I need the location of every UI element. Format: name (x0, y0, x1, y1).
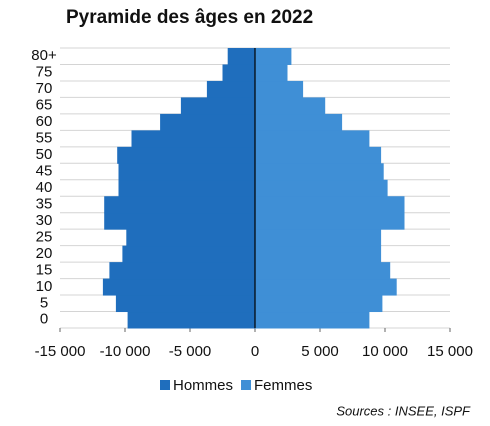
legend-swatch (241, 380, 252, 390)
chart-title: Pyramide des âges en 2022 (66, 7, 313, 28)
y-tick-label: 5 (40, 294, 48, 311)
bar (109, 262, 256, 280)
bar (122, 245, 256, 263)
bar (255, 163, 384, 181)
bar (104, 212, 255, 230)
x-tick-label: -5 000 (169, 343, 212, 360)
bar (180, 97, 255, 115)
bar (255, 262, 391, 280)
bar (117, 146, 255, 164)
bar (255, 245, 382, 263)
y-tick-label: 20 (36, 245, 53, 262)
x-tick-label: 10 000 (362, 343, 408, 360)
bar (118, 163, 255, 181)
bar (255, 295, 383, 313)
bar (118, 179, 255, 197)
y-tick-label: 50 (36, 146, 53, 163)
x-tick-label: 5 000 (301, 343, 339, 360)
y-tick-label: 55 (36, 130, 53, 147)
y-tick-label: 25 (36, 228, 53, 245)
bar (222, 64, 255, 82)
y-tick-label: 30 (36, 212, 53, 229)
y-tick-label: 75 (36, 64, 53, 81)
x-tick-label: -15 000 (35, 343, 86, 360)
bar (126, 229, 255, 247)
bar (255, 48, 292, 65)
y-tick-label: 60 (36, 113, 53, 130)
y-tick-label: 10 (36, 278, 53, 295)
bar (255, 146, 382, 164)
bar (102, 278, 256, 296)
bar (160, 113, 255, 131)
source: Sources : INSEE, ISPF (336, 403, 471, 418)
bar (255, 196, 405, 214)
y-tick-label: 0 (40, 311, 48, 328)
bar (255, 130, 370, 148)
legend-label: Hommes (173, 377, 233, 394)
bar (127, 311, 255, 329)
bar (131, 130, 255, 148)
bar (104, 196, 255, 214)
legend-swatch (160, 380, 170, 390)
bar (206, 80, 255, 98)
bar (255, 80, 304, 98)
bar (255, 311, 370, 329)
bar (255, 212, 405, 230)
y-tick-label: 80+ (31, 47, 57, 64)
bar (255, 229, 382, 247)
x-tick-label: 0 (251, 343, 259, 360)
bar (255, 64, 288, 82)
x-tick-label: 15 000 (427, 343, 473, 360)
bar (255, 179, 388, 197)
bar (115, 295, 256, 313)
x-tick-label: -10 000 (100, 343, 151, 360)
y-tick-label: 35 (36, 195, 53, 212)
bar (255, 113, 343, 131)
bar (227, 48, 255, 65)
legend-label: Femmes (254, 377, 312, 394)
y-tick-label: 45 (36, 162, 53, 179)
y-tick-label: 65 (36, 97, 53, 114)
bar (255, 278, 397, 296)
y-tick-label: 15 (36, 261, 53, 278)
bar (255, 97, 326, 115)
y-tick-label: 40 (36, 179, 53, 196)
y-tick-label: 70 (36, 80, 53, 97)
